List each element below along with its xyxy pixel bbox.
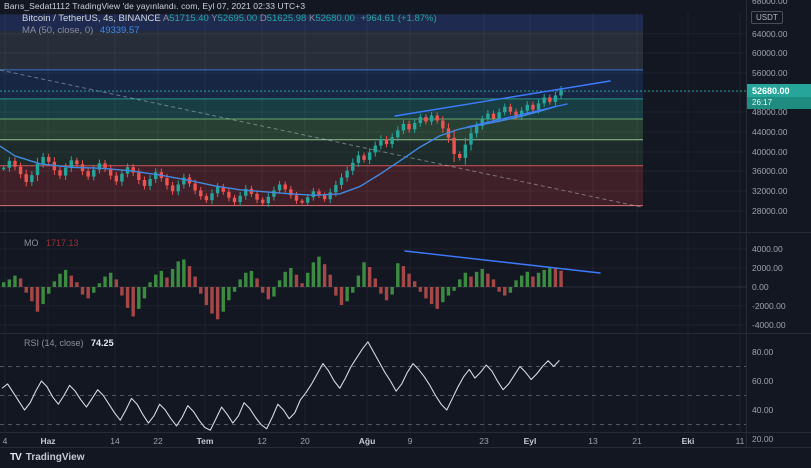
time-axis-label: 14: [110, 436, 120, 446]
rsi-label: RSI (14, close): [24, 338, 84, 348]
ohlc-key: Y: [208, 13, 218, 24]
price-axis-tick: 60000.00: [752, 48, 788, 58]
pane-separator[interactable]: [0, 333, 811, 334]
time-axis-label: 22: [153, 436, 163, 446]
price-axis-tick: 36000.00: [752, 166, 788, 176]
price-axis-separator: [746, 0, 747, 447]
price-axis-tick: 40000.00: [752, 147, 788, 157]
publish-header: Barıs_Sedat1112 TradingView 'de yayınlan…: [4, 1, 306, 11]
ohlc-values: A51715.40 Y52695.00 D51625.98 K52680.00: [163, 13, 355, 24]
price-pane[interactable]: [0, 12, 746, 232]
rsi-axis-tick: 40.00: [752, 405, 774, 415]
ohlc-value: 52680.00: [315, 13, 355, 24]
mo-axis-tick: 2000.00: [752, 263, 783, 273]
ma-label: MA (50, close, 0): [22, 25, 94, 36]
footer-bar: [0, 447, 811, 468]
time-axis-label: 9: [407, 436, 413, 446]
change-value: +964.61 (+1.87%): [360, 13, 437, 24]
gray-zone: [0, 31, 643, 70]
time-axis-label: 11: [735, 436, 745, 446]
ohlc-key: A: [162, 13, 170, 24]
mo-pane[interactable]: [0, 233, 746, 333]
price-axis-tick: 28000.00: [752, 206, 788, 216]
price-axis-tick: 56000.00: [752, 68, 788, 78]
ohlc-value: 51715.40: [169, 13, 209, 24]
time-axis-label: Ağu: [358, 436, 376, 446]
price-axis-tick: 44000.00: [752, 127, 788, 137]
rsi-axis-tick: 80.00: [752, 347, 774, 357]
rsi-axis-tick: 20.00: [752, 434, 774, 444]
ohlc-key: K: [306, 13, 316, 24]
pane-separator[interactable]: [0, 232, 811, 233]
currency-unit-badge[interactable]: USDT: [751, 11, 783, 24]
rsi-axis-tick: 60.00: [752, 376, 774, 386]
mo-axis-tick: 4000.00: [752, 244, 783, 254]
rsi-value: 74.25: [91, 338, 114, 348]
ma-legend[interactable]: MA (50, close, 0) 49339.57: [22, 25, 140, 36]
blue-supply-zone: [0, 69, 643, 99]
price-axis-tick: 64000.00: [752, 29, 788, 39]
ohlc-key: D: [257, 13, 267, 24]
rsi-legend[interactable]: RSI (14, close) 74.25: [24, 338, 114, 348]
ma-value: 49339.57: [99, 25, 140, 36]
mo-axis-tick: -2000.00: [752, 301, 786, 311]
last-price-label: 52680.00: [747, 84, 811, 97]
mo-axis-tick: 0.00: [752, 282, 769, 292]
price-axis-tick: 32000.00: [752, 186, 788, 196]
ohlc-value: 51625.98: [266, 13, 307, 24]
navy-resistance-zone: [0, 14, 643, 32]
red-demand-zone: [0, 165, 643, 206]
mo-axis-tick: -4000.00: [752, 320, 786, 330]
time-axis-label: 13: [588, 436, 598, 446]
mo-value: 1717.13: [46, 238, 79, 248]
time-axis-label: 12: [257, 436, 267, 446]
time-axis-label: Eki: [681, 436, 695, 446]
time-axis-label: 21: [632, 436, 642, 446]
bar-countdown: 26:17: [747, 97, 811, 109]
time-axis-label: Tem: [196, 436, 214, 446]
symbol-title: Bitcoin / TetherUS, 4s, BINANCE: [22, 13, 161, 24]
time-axis-label: 4: [2, 436, 8, 446]
mo-legend[interactable]: MO 1717.13: [24, 238, 79, 248]
price-axis-tick: 48000.00: [752, 107, 788, 117]
tradingview-logo[interactable]: TV TradingView: [10, 452, 85, 463]
ohlc-value: 52695.00: [217, 13, 258, 24]
tradingview-logo-text: TradingView: [25, 452, 85, 463]
rsi-pane[interactable]: [0, 334, 746, 432]
time-axis-label: 23: [479, 436, 489, 446]
symbol-legend[interactable]: Bitcoin / TetherUS, 4s, BINANCE A51715.4…: [22, 13, 437, 24]
axis-separator: [0, 432, 811, 433]
price-axis-top-tick: 68000.00: [752, 0, 788, 6]
pale-green-zone: [0, 139, 643, 166]
time-axis-label: Eyl: [523, 436, 537, 446]
tradingview-logo-icon: TV: [10, 452, 22, 463]
mo-label: MO: [24, 238, 39, 248]
time-axis-label: Haz: [40, 436, 56, 446]
teal-zone: [0, 98, 643, 120]
time-axis-label: 20: [300, 436, 310, 446]
